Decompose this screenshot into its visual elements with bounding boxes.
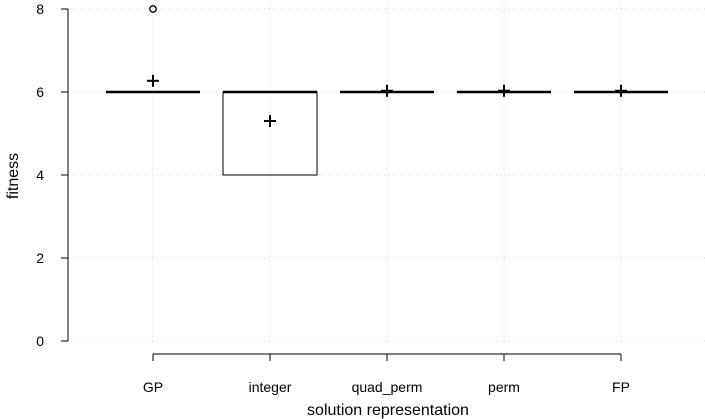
box-FP: [574, 84, 668, 97]
box-integer: [222, 90, 318, 176]
box-quad_perm: [340, 84, 434, 97]
box-GP: [106, 5, 200, 94]
y-tick-label: 0: [36, 333, 44, 349]
x-tick-label: quad_perm: [352, 379, 423, 395]
grid-lines: [68, 0, 705, 344]
x-tick-label: GP: [143, 379, 163, 395]
y-tick-label: 4: [36, 167, 44, 183]
x-axis-label: solution representation: [307, 402, 469, 419]
box-perm: [457, 84, 551, 97]
x-tick-label: FP: [612, 379, 630, 395]
y-tick-label: 8: [36, 1, 44, 17]
y-axis: 0 2 4 6 8: [36, 1, 69, 349]
y-tick-label: 6: [36, 84, 44, 100]
outlier-point: [149, 5, 157, 13]
x-tick-label: perm: [488, 379, 520, 395]
boxes-group: [106, 5, 668, 176]
y-axis-label: fitness: [5, 153, 22, 199]
x-tick-label: integer: [249, 379, 292, 395]
x-axis: GP integer quad_perm perm FP: [143, 353, 630, 395]
y-tick-label: 2: [36, 250, 44, 266]
